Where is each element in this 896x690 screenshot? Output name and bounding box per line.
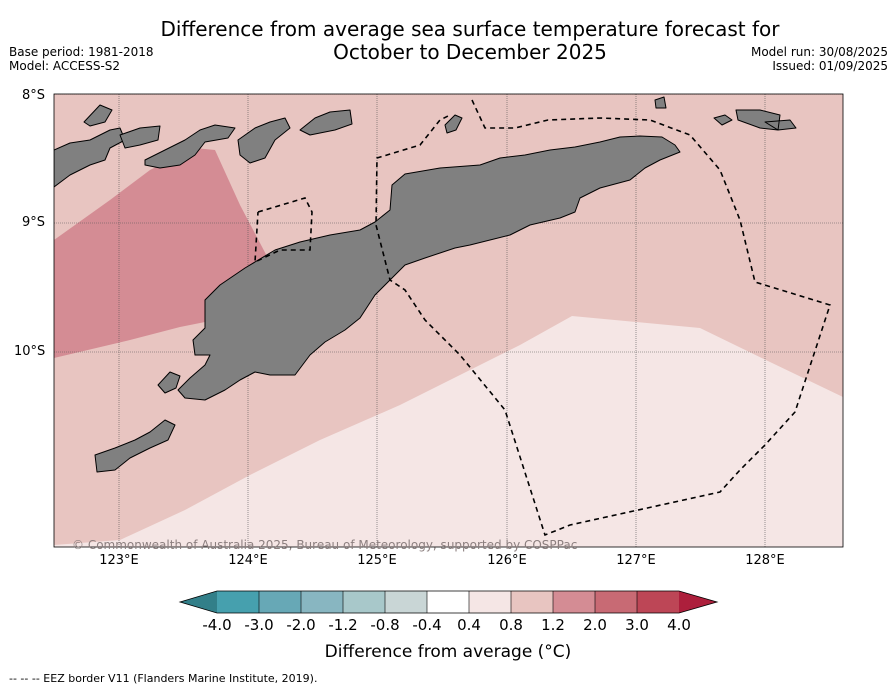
colorbar-swatch — [385, 591, 427, 613]
colorbar-swatch — [301, 591, 343, 613]
colorbar-swatch — [343, 591, 385, 613]
map-frame — [53, 93, 844, 548]
base-period: Base period: 1981-2018 — [9, 45, 154, 59]
lon-label-124e: 124°E — [228, 553, 268, 568]
copyright-notice: © Commonwealth of Australia 2025, Bureau… — [72, 538, 578, 552]
colorbar-swatch — [259, 591, 301, 613]
colorbar-label: Difference from average (°C) — [324, 642, 572, 662]
lon-label-125e: 125°E — [357, 553, 397, 568]
colorbar-tick-label: 1.2 — [541, 616, 565, 634]
colorbar-swatch — [637, 591, 679, 613]
colorbar-tick-label: 2.0 — [583, 616, 607, 634]
colorbar-tick-label: -4.0 — [202, 616, 232, 634]
anomaly-0.4-0.8-region — [54, 316, 843, 547]
lat-label-8s: 8°S — [22, 88, 46, 103]
colorbar-swatch — [553, 591, 595, 613]
issued-date: Issued: 01/09/2025 — [772, 59, 888, 73]
flores-island — [54, 127, 126, 188]
colorbar-tick-label: 0.4 — [457, 616, 481, 634]
timor-island — [177, 135, 681, 401]
colorbar-swatch — [427, 591, 469, 613]
lon-label-127e: 127°E — [616, 553, 656, 568]
alor-pantar-islands — [83, 104, 236, 169]
lon-label-123e: 123°E — [99, 553, 139, 568]
colorbar-tick-label: -0.8 — [370, 616, 400, 634]
colorbar-tick-label: 4.0 — [667, 616, 691, 634]
colorbar — [178, 590, 719, 614]
map-plot-area — [54, 94, 843, 547]
lon-label-128e: 128°E — [745, 553, 785, 568]
lat-label-10s: 10°S — [14, 344, 46, 359]
colorbar-swatch — [217, 591, 259, 613]
eez-footnote: -- -- -- EEZ border V11 (Flanders Marine… — [9, 672, 318, 685]
colorbar-tick-label: -2.0 — [286, 616, 316, 634]
kisar-lakor-islands — [444, 96, 797, 134]
colorbar-tick-label: -1.2 — [328, 616, 358, 634]
colorbar-swatch — [469, 591, 511, 613]
eez-border — [254, 99, 832, 537]
model-name: Model: ACCESS-S2 — [9, 59, 121, 73]
colorbar-outline — [178, 590, 719, 614]
land-masses — [54, 96, 797, 473]
colorbar-tick-label: -0.4 — [412, 616, 442, 634]
colorbar-under-arrow — [180, 591, 217, 613]
model-run: Model run: 30/08/2025 — [750, 45, 888, 59]
title-line-1: Difference from average sea surface temp… — [160, 17, 780, 41]
colorbar-tick-label: 3.0 — [625, 616, 649, 634]
colorbar-tick-label: -3.0 — [244, 616, 274, 634]
meta-left: Base period: 1981-2018 Model: ACCESS-S2 — [9, 45, 154, 73]
title-line-2: October to December 2025 — [333, 40, 607, 64]
map-title: Difference from average sea surface temp… — [120, 18, 820, 64]
lat-label-9s: 9°S — [22, 215, 46, 230]
wetar-atauro-islands — [237, 109, 353, 164]
meta-right: Model run: 30/08/2025 Issued: 01/09/2025 — [751, 45, 888, 73]
colorbar-swatch — [511, 591, 553, 613]
rote-island — [157, 371, 181, 394]
colorbar-tick-label: 0.8 — [499, 616, 523, 634]
colorbar-over-arrow — [679, 591, 717, 613]
lon-label-126e: 126°E — [487, 553, 527, 568]
sawu-islands — [94, 419, 176, 473]
colorbar-swatch — [595, 591, 637, 613]
